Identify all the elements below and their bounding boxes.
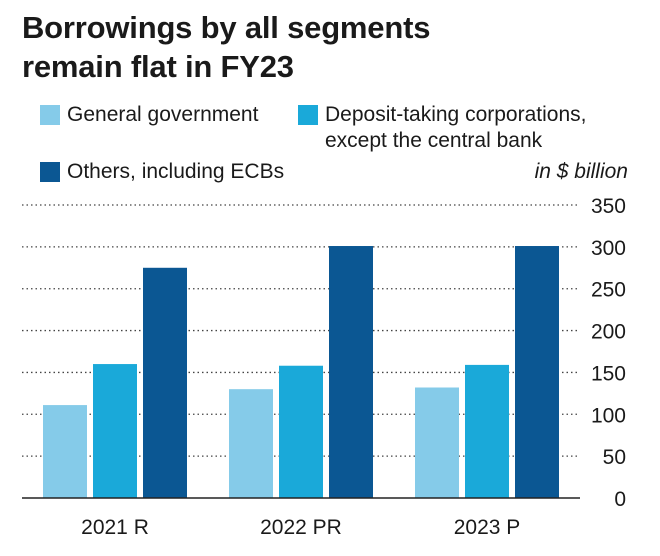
legend-item-deposit-taking-corporations: Deposit-taking corporations, except the … — [298, 102, 586, 154]
bar-2-2 — [279, 365, 323, 498]
legend-swatch-general-government — [40, 105, 60, 125]
bar-1-3 — [415, 387, 459, 498]
y-tick-label-150: 150 — [591, 362, 626, 385]
y-tick-label-50: 50 — [603, 446, 626, 469]
x-tick-label-1: 2021 R — [81, 516, 149, 539]
title-line-2: remain flat in FY23 — [22, 49, 294, 84]
legend-label-deposit-taking-line-2: except the central bank — [325, 129, 543, 152]
legend-label-others-including-ecbs: Others, including ECBs — [67, 160, 285, 183]
bar-3-1 — [143, 267, 187, 498]
title-line-1: Borrowings by all segments — [22, 10, 431, 45]
legend-swatch-deposit-taking-corporations — [298, 105, 318, 125]
y-tick-label-100: 100 — [591, 404, 626, 427]
bar-1-2 — [229, 389, 273, 498]
bar-3-2 — [329, 246, 373, 498]
y-tick-label-300: 300 — [591, 237, 626, 260]
legend-item-general-government: General government — [40, 102, 258, 128]
chart-title: Borrowings by all segments remain flat i… — [22, 8, 430, 86]
y-tick-label-350: 350 — [591, 195, 626, 218]
unit-label: in $ billion — [534, 160, 628, 183]
legend-swatch-others-including-ecbs — [40, 162, 60, 182]
y-tick-label-200: 200 — [591, 321, 626, 344]
bar-2-3 — [465, 364, 509, 498]
bar-2-1 — [93, 364, 137, 498]
bar-3-3 — [515, 246, 559, 498]
legend-label-deposit-taking-line-1: Deposit-taking corporations, — [325, 103, 587, 126]
y-tick-label-0: 0 — [614, 488, 626, 511]
legend-label-general-government: General government — [67, 103, 259, 126]
y-tick-label-250: 250 — [591, 279, 626, 302]
bar-1-1 — [43, 405, 87, 498]
x-tick-label-2: 2022 PR — [260, 516, 342, 539]
x-tick-label-3: 2023 P — [454, 516, 521, 539]
legend-item-others-including-ecbs: Others, including ECBs — [40, 159, 284, 185]
